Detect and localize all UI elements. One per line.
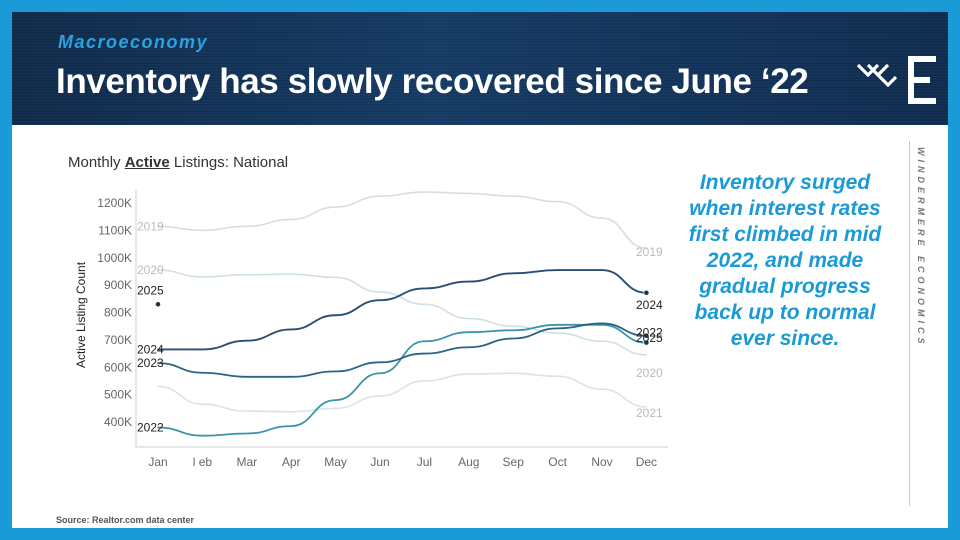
x-tick-label: Mar xyxy=(236,455,257,469)
x-tick-label: Oct xyxy=(548,455,567,469)
series-end-label: 2025 xyxy=(636,331,663,345)
brand-vertical-text: WINDERMERE ECONOMICS xyxy=(916,147,926,348)
series-start-label: 2025 xyxy=(137,283,164,297)
x-tick-label: Jun xyxy=(370,455,389,469)
windermere-diamond-logo-icon xyxy=(856,63,897,88)
y-tick-label: 1200K xyxy=(97,196,132,210)
series-start-label: 2024 xyxy=(137,342,164,356)
windermere-e-logo-icon xyxy=(908,56,936,104)
y-tick-label: 1100K xyxy=(98,223,132,237)
series-end-label: 2024 xyxy=(636,298,663,312)
series-end-label: 2020 xyxy=(636,366,663,380)
y-tick-label: 500K xyxy=(104,388,132,402)
x-tick-label: Jan xyxy=(148,455,167,469)
callout-text: Inventory surged when interest rates fir… xyxy=(688,171,882,350)
series-start-label: 2022 xyxy=(137,420,164,434)
x-tick-label: Apr xyxy=(282,455,301,469)
chart-title-suffix: Listings: National xyxy=(169,154,289,171)
series-line-2021 xyxy=(157,372,648,413)
series-end-point-2024 xyxy=(643,289,650,296)
series-end-label: 2021 xyxy=(636,406,663,420)
side-divider xyxy=(909,141,910,506)
series-end-point-2025 xyxy=(155,301,161,308)
y-tick-label: 900K xyxy=(104,278,132,292)
y-tick-label: 800K xyxy=(104,306,132,320)
y-tick-label: 400K xyxy=(104,415,132,429)
slide-title: Inventory has slowly recovered since Jun… xyxy=(56,62,809,101)
series-start-label: 2020 xyxy=(137,263,164,277)
series-end-point-2022 xyxy=(643,339,650,346)
chart-title-prefix: Monthly xyxy=(68,154,125,171)
x-tick-label: Dec xyxy=(636,455,657,469)
y-tick-label: 1000K xyxy=(97,251,132,265)
series-end-point-2023 xyxy=(643,332,650,339)
y-axis-label: Active Listing Count xyxy=(74,261,88,368)
x-tick-label: Aug xyxy=(458,455,479,469)
series-line-2024 xyxy=(157,269,648,351)
chart-title-highlight: Active xyxy=(124,154,170,171)
content-panel: Monthly Active Listings: National Invent… xyxy=(12,125,948,528)
series-start-label: 2023 xyxy=(137,356,164,370)
x-tick-label: May xyxy=(324,455,347,469)
series-line-2022 xyxy=(157,323,648,437)
x-tick-label: Nov xyxy=(591,455,612,469)
y-tick-label: 600K xyxy=(104,360,132,374)
chart-title: Monthly Active Listings: National xyxy=(68,154,288,171)
section-kicker: Macroeconomy xyxy=(58,32,209,52)
x-tick-label: Sep xyxy=(503,455,525,469)
header-banner: Macroeconomy Inventory has slowly recove… xyxy=(12,12,948,125)
source-note: Source: Realtor.com data center xyxy=(56,515,195,525)
x-tick-label: l eb xyxy=(193,455,213,469)
series-line-2023 xyxy=(157,322,648,378)
x-tick-label: Jul xyxy=(417,455,432,469)
series-line-2019 xyxy=(157,191,648,249)
series-end-label: 2019 xyxy=(636,245,663,259)
series-start-label: 2019 xyxy=(137,219,164,233)
y-tick-label: 700K xyxy=(104,333,132,347)
series-line-2020 xyxy=(157,269,648,356)
